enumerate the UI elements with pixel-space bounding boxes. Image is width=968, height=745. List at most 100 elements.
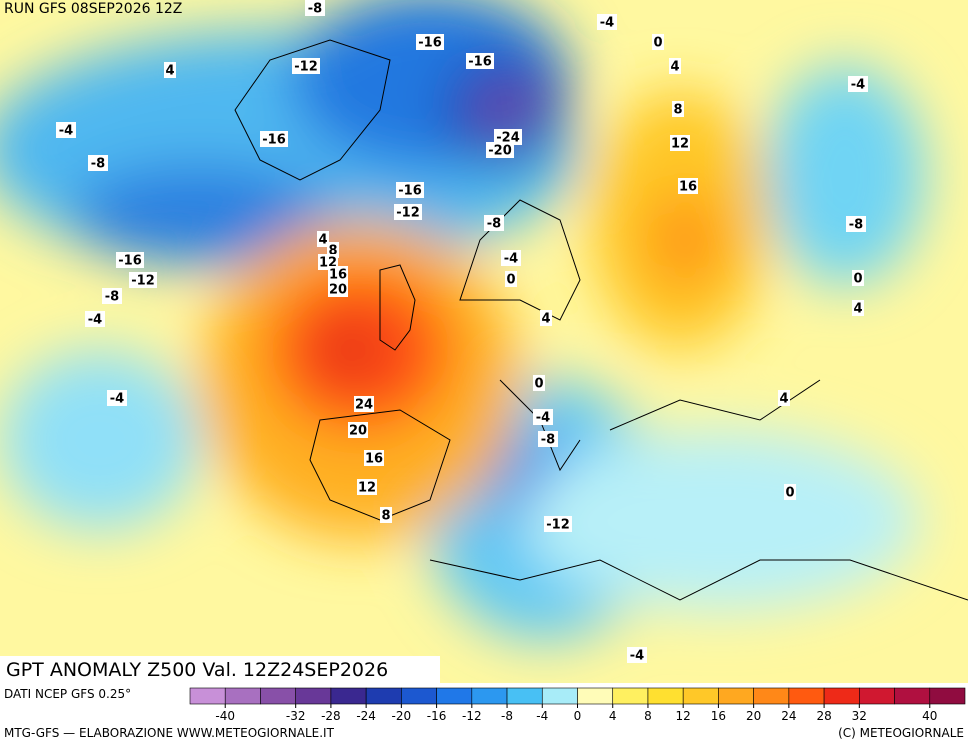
colorbar-swatch (682, 687, 719, 705)
contour-label: -4 (600, 16, 614, 31)
contour-label: 16 (329, 268, 347, 283)
contour-label-bg (116, 252, 144, 268)
contour-label-bg (107, 390, 127, 406)
colorbar-tick-label: 40 (922, 709, 937, 723)
contour-label-bg (394, 204, 422, 220)
contour-label: 0 (534, 377, 543, 392)
contour-label: -16 (418, 36, 442, 51)
contour-label-bg (533, 409, 553, 425)
colorbar-tick-label: -24 (356, 709, 376, 723)
contour-label: 0 (853, 272, 862, 287)
colorbar-swatch (330, 687, 367, 705)
contour-label-bg (852, 270, 864, 286)
contour-label-bg (305, 0, 325, 16)
contour-label: -12 (546, 518, 570, 533)
contour-label-bg (102, 288, 122, 304)
contour-label-bg (317, 231, 329, 247)
contour-label-bg (292, 58, 320, 74)
contour-label: 4 (853, 302, 862, 317)
colorbar-swatch (260, 687, 296, 705)
title-box (0, 656, 440, 683)
colorbar-tick-label: 12 (676, 709, 691, 723)
contour-label-bg (678, 178, 698, 194)
contour-label-bg (486, 142, 514, 158)
contour-label: 16 (365, 452, 383, 467)
map-title: GPT ANOMALY Z500 Val. 12Z24SEP2026 (6, 659, 388, 681)
colorbar-tick-label: -4 (536, 709, 548, 723)
contour-label: 4 (165, 64, 174, 79)
contour-label-bg (328, 266, 348, 282)
contour-label-bg (85, 311, 105, 327)
contour-label: -8 (105, 290, 119, 305)
copyright-label: (C) METEOGIORNALE (838, 726, 964, 740)
contour-label: -24 (496, 131, 520, 146)
contour-label: 24 (355, 398, 373, 413)
contour-label-bg (494, 129, 522, 145)
contour-label: 8 (673, 103, 682, 118)
contour-label-bg (501, 250, 521, 266)
colorbar-tick-label: 4 (609, 709, 617, 723)
colorbar-tick-label: -28 (321, 709, 341, 723)
contour-label-bg (260, 131, 288, 147)
contour-label: -8 (91, 157, 105, 172)
colorbar-swatch (224, 687, 261, 705)
contour-label: 0 (653, 36, 662, 51)
contour-label-bg (533, 375, 545, 391)
contour-label-bg (852, 300, 864, 316)
colorbar-tick-label: 8 (644, 709, 652, 723)
colorbar-swatch (647, 687, 684, 705)
colorbar-swatch (788, 687, 825, 705)
colorbar-swatch (894, 687, 931, 705)
colorbar-tick-label: -40 (215, 709, 235, 723)
contour-label: -4 (110, 392, 124, 407)
contour-label: 0 (785, 486, 794, 501)
contour-label: -8 (849, 218, 863, 233)
colorbar-tick-label: 16 (711, 709, 726, 723)
contour-label: 0 (506, 273, 515, 288)
colorbar-tick-label: -32 (286, 709, 306, 723)
contour-label-bg (354, 396, 374, 412)
contour-label: -16 (398, 184, 422, 199)
contour-labels: -8-16-404 -12 -16 4-4-48-24-20 12-16-816-16-… (56, 0, 868, 664)
contour-label-bg (544, 516, 572, 532)
contour-label-bg (846, 216, 866, 232)
contour-label-bg (348, 422, 368, 438)
contour-label: 20 (329, 283, 347, 298)
colorbar: -40 -32 -28 -24 -20 -16 -12 -8 -4 0 4 8 12 16 20 24 28 32… (189, 687, 966, 723)
contour-label: 20 (349, 424, 367, 439)
contour-label: 4 (541, 312, 550, 327)
contour-label: 8 (381, 509, 390, 524)
contour-label-bg (505, 271, 517, 287)
contour-label-bg (129, 272, 157, 288)
contour-label-bg (848, 76, 868, 92)
contour-label-bg (380, 507, 392, 523)
contour-label-bg (56, 122, 76, 138)
contour-label: -8 (487, 217, 501, 232)
contour-label-bg (416, 34, 444, 50)
contour-label-bg (396, 182, 424, 198)
contour-label: 16 (679, 180, 697, 195)
contour-label-bg (778, 390, 790, 406)
contour-label-bg (88, 155, 108, 171)
colorbar-swatch (189, 687, 226, 705)
contour-label-bg (328, 281, 348, 297)
contour-label-bg (670, 135, 690, 151)
colorbar-swatch (471, 687, 508, 705)
contour-label: 12 (671, 137, 689, 152)
source-label: DATI NCEP GFS 0.25° (4, 687, 131, 701)
contour-label: -4 (88, 313, 102, 328)
colorbar-tick-label: 20 (746, 709, 761, 723)
run-label: RUN GFS 08SEP2026 12Z (4, 1, 182, 17)
colorbar-tick-label: 28 (816, 709, 831, 723)
colorbar-swatch (612, 687, 649, 705)
colorbar-tick-label: -16 (427, 709, 447, 723)
contour-label-bg (357, 479, 377, 495)
contour-label: 8 (328, 244, 337, 259)
contour-label: -8 (308, 2, 322, 17)
colorbar-swatch (753, 687, 790, 705)
contour-label: 4 (318, 233, 327, 248)
colorbar-swatch (823, 687, 860, 705)
contour-label-bg (164, 62, 176, 78)
contour-label-bg (627, 647, 647, 663)
contour-label: -16 (118, 254, 142, 269)
